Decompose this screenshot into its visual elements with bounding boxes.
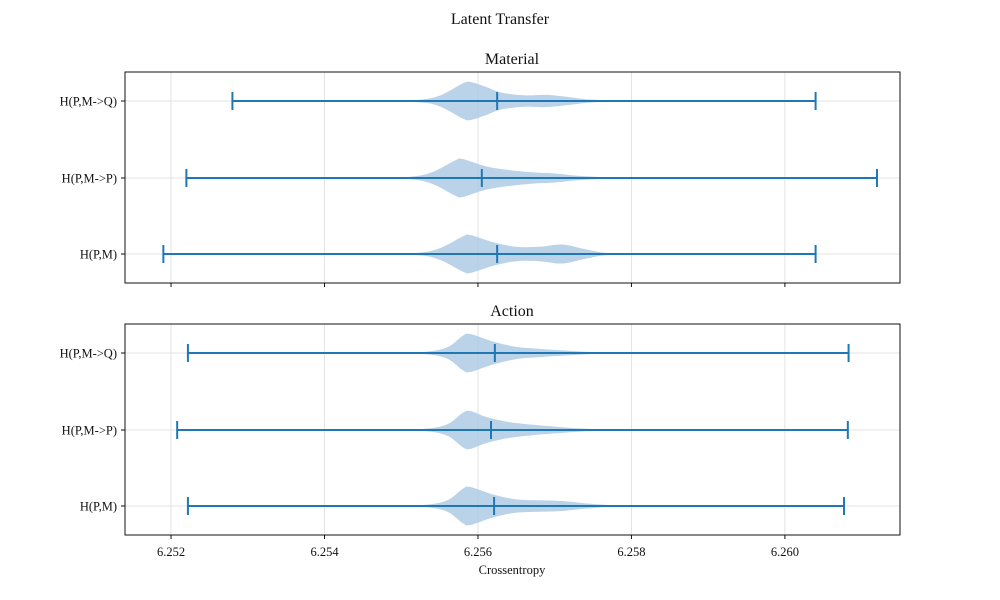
violin-series: [186, 486, 845, 526]
plot-frame: [124, 323, 901, 536]
x-tick-label: 6.260: [771, 545, 799, 559]
violin-series: [176, 410, 849, 450]
y-tick-label: H(P,M->P): [62, 172, 117, 186]
x-tick-label: 6.256: [464, 545, 492, 559]
figure-title: Latent Transfer: [451, 11, 550, 28]
y-tick-label: H(P,M): [80, 248, 117, 262]
x-tick-label: 6.252: [157, 545, 185, 559]
violin-series: [231, 81, 817, 121]
x-axis-label: Crossentropy: [479, 563, 546, 577]
violin-series: [185, 158, 878, 198]
y-tick-label: H(P,M): [80, 500, 117, 514]
action-panel: Action H(P,M->Q) H(P,M->P) H(P,M) 6.252 6.25…: [60, 303, 901, 559]
plot-frame: [124, 71, 901, 284]
violin-series: [162, 234, 817, 274]
x-tick-label: 6.254: [310, 545, 339, 559]
action-panel-title: Action: [490, 303, 534, 320]
violin-series: [186, 333, 850, 373]
material-panel: Material H(P,M->Q) H(P,M->P) H(P,M): [60, 51, 901, 287]
material-panel-title: Material: [485, 51, 540, 68]
y-tick-label: H(P,M->P): [62, 424, 117, 438]
x-tick-label: 6.258: [617, 545, 645, 559]
y-tick-label: H(P,M->Q): [60, 347, 117, 361]
y-tick-label: H(P,M->Q): [60, 95, 117, 109]
